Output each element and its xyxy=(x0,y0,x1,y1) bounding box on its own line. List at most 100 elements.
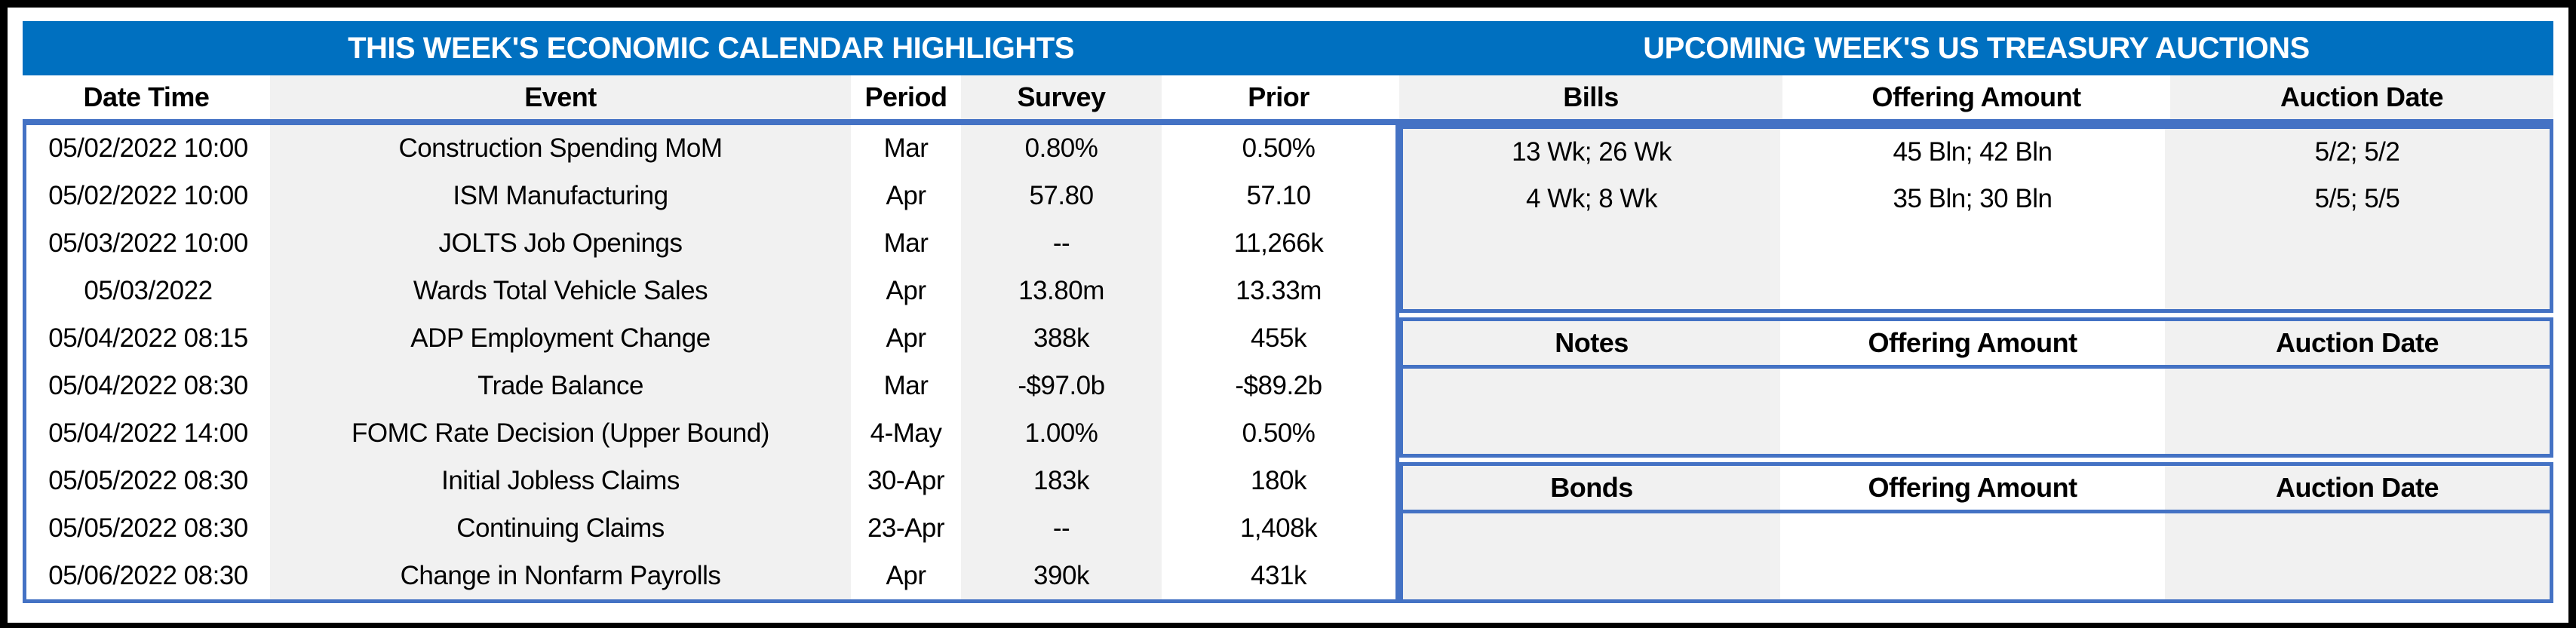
economic-calendar-title: THIS WEEK'S ECONOMIC CALENDAR HIGHLIGHTS xyxy=(348,31,1074,65)
prior-cell: 431k xyxy=(1162,552,1395,600)
period-cell: 4-May xyxy=(851,409,961,458)
treasury-auctions-zone: 13 Wk; 26 Wk 45 Bln; 42 Bln 5/2; 5/2 4 W… xyxy=(1399,125,2553,603)
event-cell: Wards Total Vehicle Sales xyxy=(270,267,851,315)
date-time-cell: 05/04/2022 08:30 xyxy=(26,362,270,410)
header-offering-amount: Offering Amount xyxy=(1780,321,2165,365)
prior-cell: 180k xyxy=(1162,457,1395,505)
offering-amount-cell: 35 Bln; 30 Bln xyxy=(1780,176,2165,222)
period-cell: Apr xyxy=(851,267,961,315)
survey-cell: 390k xyxy=(961,552,1162,600)
period-cell: Mar xyxy=(851,362,961,410)
table-row: 05/03/2022 10:00 JOLTS Job Openings Mar … xyxy=(26,219,1395,268)
table-row: 05/03/2022 Wards Total Vehicle Sales Apr… xyxy=(26,267,1395,315)
event-cell: Initial Jobless Claims xyxy=(270,457,851,505)
date-time-cell: 05/06/2022 08:30 xyxy=(26,552,270,600)
table-row: 05/02/2022 10:00 Construction Spending M… xyxy=(26,125,1395,173)
date-time-cell: 05/03/2022 xyxy=(26,267,270,315)
period-cell: Apr xyxy=(851,314,961,363)
date-time-cell: 05/05/2022 08:30 xyxy=(26,457,270,505)
empty-rows xyxy=(1403,369,2550,454)
period-cell: Apr xyxy=(851,172,961,220)
header-bills: Bills xyxy=(1399,75,1782,119)
survey-cell: 183k xyxy=(961,457,1162,505)
event-cell: Trade Balance xyxy=(270,362,851,410)
survey-cell: -$97.0b xyxy=(961,362,1162,410)
empty-cell xyxy=(1403,369,1780,454)
table-row: 05/04/2022 08:30 Trade Balance Mar -$97.… xyxy=(26,362,1395,410)
date-time-cell: 05/02/2022 10:00 xyxy=(26,172,270,220)
header-divider-gap xyxy=(1395,75,1399,119)
header-offering-amount: Offering Amount xyxy=(1782,75,2170,119)
empty-cell xyxy=(1780,369,2165,454)
prior-cell: 13.33m xyxy=(1162,267,1395,315)
header-auction-date: Auction Date xyxy=(2165,466,2550,510)
period-cell: Apr xyxy=(851,552,961,600)
survey-cell: 1.00% xyxy=(961,409,1162,458)
header-bonds: Bonds xyxy=(1403,466,1780,510)
header-offering-amount: Offering Amount xyxy=(1780,466,2165,510)
date-time-cell: 05/04/2022 14:00 xyxy=(26,409,270,458)
report-sheet: THIS WEEK'S ECONOMIC CALENDAR HIGHLIGHTS… xyxy=(23,21,2553,603)
prior-cell: 455k xyxy=(1162,314,1395,363)
event-cell: Construction Spending MoM xyxy=(270,125,851,173)
prior-cell: 0.50% xyxy=(1162,125,1395,173)
prior-cell: -$89.2b xyxy=(1162,362,1395,410)
auction-date-cell: 5/5; 5/5 xyxy=(2165,176,2550,222)
empty-cell xyxy=(1403,222,1780,309)
header-notes: Notes xyxy=(1403,321,1780,365)
bills-cell: 13 Wk; 26 Wk xyxy=(1403,129,1780,176)
auction-date-cell: 5/2; 5/2 xyxy=(2165,129,2550,176)
table-row: 05/04/2022 14:00 FOMC Rate Decision (Upp… xyxy=(26,409,1395,458)
survey-cell: 57.80 xyxy=(961,172,1162,220)
notes-header-row: Notes Offering Amount Auction Date xyxy=(1403,321,2550,365)
header-auction-date: Auction Date xyxy=(2170,75,2553,119)
bonds-header-row: Bonds Offering Amount Auction Date xyxy=(1403,466,2550,510)
economic-calendar-table: 05/02/2022 10:00 Construction Spending M… xyxy=(23,125,1399,603)
survey-cell: -- xyxy=(961,504,1162,553)
date-time-cell: 05/05/2022 08:30 xyxy=(26,504,270,553)
banner: THIS WEEK'S ECONOMIC CALENDAR HIGHLIGHTS… xyxy=(23,21,2553,75)
prior-cell: 1,408k xyxy=(1162,504,1395,553)
header-period: Period xyxy=(851,75,961,119)
bills-section: 13 Wk; 26 Wk 45 Bln; 42 Bln 5/2; 5/2 4 W… xyxy=(1399,125,2553,313)
empty-cell xyxy=(2165,369,2550,454)
treasury-auctions-title: UPCOMING WEEK'S US TREASURY AUCTIONS xyxy=(1643,31,2310,65)
event-cell: ISM Manufacturing xyxy=(270,172,851,220)
survey-cell: 388k xyxy=(961,314,1162,363)
event-cell: Continuing Claims xyxy=(270,504,851,553)
header-auction-date: Auction Date xyxy=(2165,321,2550,365)
bills-cell: 4 Wk; 8 Wk xyxy=(1403,176,1780,222)
empty-cell xyxy=(1403,513,1780,599)
table-row: 05/02/2022 10:00 ISM Manufacturing Apr 5… xyxy=(26,172,1395,220)
empty-rows xyxy=(1403,222,2550,309)
date-time-cell: 05/02/2022 10:00 xyxy=(26,125,270,173)
table-row: 13 Wk; 26 Wk 45 Bln; 42 Bln 5/2; 5/2 xyxy=(1403,129,2550,176)
event-cell: Change in Nonfarm Payrolls xyxy=(270,552,851,600)
event-cell: FOMC Rate Decision (Upper Bound) xyxy=(270,409,851,458)
bonds-section: Bonds Offering Amount Auction Date xyxy=(1399,462,2553,603)
header-prior: Prior xyxy=(1162,75,1395,119)
empty-cell xyxy=(1780,513,2165,599)
survey-cell: 13.80m xyxy=(961,267,1162,315)
empty-cell xyxy=(1780,222,2165,309)
prior-cell: 57.10 xyxy=(1162,172,1395,220)
section-rule xyxy=(1403,365,2550,369)
period-cell: 30-Apr xyxy=(851,457,961,505)
table-row: 05/06/2022 08:30 Change in Nonfarm Payro… xyxy=(26,552,1395,600)
period-cell: Mar xyxy=(851,125,961,173)
table-row: 4 Wk; 8 Wk 35 Bln; 30 Bln 5/5; 5/5 xyxy=(1403,176,2550,222)
data-zone: 05/02/2022 10:00 Construction Spending M… xyxy=(23,125,2553,603)
date-time-cell: 05/03/2022 10:00 xyxy=(26,219,270,268)
header-underline-rule xyxy=(23,119,2553,125)
table-row: 05/04/2022 08:15 ADP Employment Change A… xyxy=(26,314,1395,363)
event-cell: JOLTS Job Openings xyxy=(270,219,851,268)
section-rule xyxy=(1403,510,2550,513)
event-cell: ADP Employment Change xyxy=(270,314,851,363)
table-row: 05/05/2022 08:30 Continuing Claims 23-Ap… xyxy=(26,504,1395,553)
header-date-time: Date Time xyxy=(23,75,270,119)
period-cell: Mar xyxy=(851,219,961,268)
survey-cell: 0.80% xyxy=(961,125,1162,173)
prior-cell: 11,266k xyxy=(1162,219,1395,268)
header-survey: Survey xyxy=(961,75,1162,119)
